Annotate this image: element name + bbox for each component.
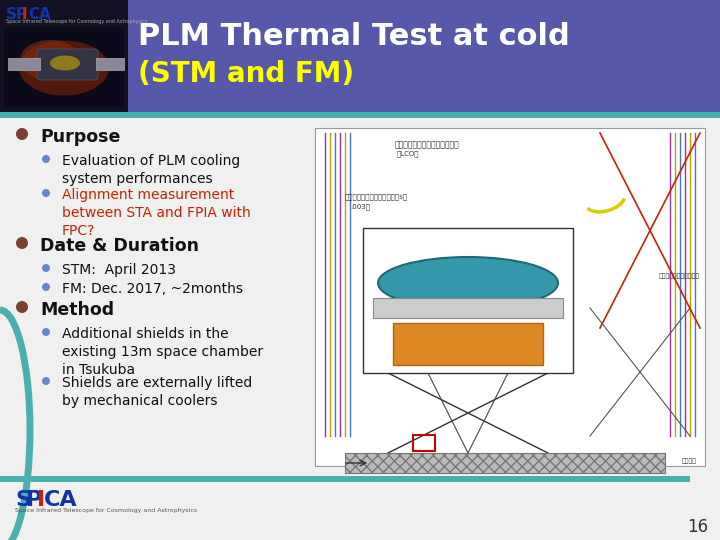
Bar <box>0 0 128 112</box>
Circle shape <box>42 155 50 163</box>
Text: PLM Thermal Test at cold: PLM Thermal Test at cold <box>138 22 570 51</box>
Circle shape <box>42 189 50 197</box>
Text: P: P <box>26 490 42 510</box>
Text: サポーツ: サポーツ <box>682 458 697 464</box>
Circle shape <box>16 128 28 140</box>
Bar <box>0 476 690 482</box>
Text: スペースチャンバーシュラウド: スペースチャンバーシュラウド <box>395 140 460 149</box>
Text: I: I <box>22 7 27 22</box>
Circle shape <box>16 237 28 249</box>
Ellipse shape <box>20 40 80 80</box>
Ellipse shape <box>19 40 109 96</box>
Text: Evaluation of PLM cooling
system performances: Evaluation of PLM cooling system perform… <box>62 154 240 186</box>
Bar <box>4 27 124 107</box>
Text: (STM and FM): (STM and FM) <box>138 60 354 88</box>
Text: Shields are externally lifted
by mechanical coolers: Shields are externally lifted by mechani… <box>62 376 252 408</box>
Text: スペースバックグラウンド（s～: スペースバックグラウンド（s～ <box>345 193 408 200</box>
Bar <box>8 58 40 70</box>
Bar <box>413 435 435 451</box>
Text: Space Infrared Telescope for Cosmology and Astrophysics: Space Infrared Telescope for Cosmology a… <box>6 19 148 24</box>
Text: 16: 16 <box>687 518 708 536</box>
Text: Purpose: Purpose <box>40 128 120 146</box>
Text: I: I <box>37 490 45 510</box>
Text: S: S <box>15 490 31 510</box>
FancyBboxPatch shape <box>119 0 720 116</box>
Text: FM: Dec. 2017, ~2months: FM: Dec. 2017, ~2months <box>62 282 243 296</box>
FancyBboxPatch shape <box>37 49 98 80</box>
Text: Date & Duration: Date & Duration <box>40 237 199 255</box>
Circle shape <box>42 264 50 272</box>
Text: Method: Method <box>40 301 114 319</box>
Text: SP: SP <box>6 7 28 22</box>
Text: .003）: .003） <box>350 203 370 210</box>
Text: STM:  April 2013: STM: April 2013 <box>62 263 176 277</box>
Circle shape <box>42 283 50 291</box>
Text: CA: CA <box>44 490 78 510</box>
Bar <box>96 58 124 70</box>
Circle shape <box>42 377 50 385</box>
Circle shape <box>42 328 50 336</box>
Text: Alignment measurement
between STA and FPIA with
FPC?: Alignment measurement between STA and FP… <box>62 188 251 238</box>
Text: （LCO）: （LCO） <box>397 150 420 157</box>
Bar <box>393 323 543 365</box>
Text: CA: CA <box>28 7 51 22</box>
Bar <box>0 112 720 118</box>
Text: ファーミネーションーズ: ファーミネーションーズ <box>659 273 700 279</box>
Bar <box>363 228 573 373</box>
Circle shape <box>16 301 28 313</box>
Bar <box>315 128 705 466</box>
Bar <box>373 298 563 318</box>
Text: Additional shields in the
existing 13m space chamber
in Tsukuba: Additional shields in the existing 13m s… <box>62 327 263 377</box>
Text: Space Infrared Telescope for Cosmology and Astrophysics: Space Infrared Telescope for Cosmology a… <box>15 508 197 513</box>
Ellipse shape <box>50 56 80 71</box>
Bar <box>345 453 665 473</box>
Ellipse shape <box>378 257 558 309</box>
Bar <box>0 0 720 112</box>
